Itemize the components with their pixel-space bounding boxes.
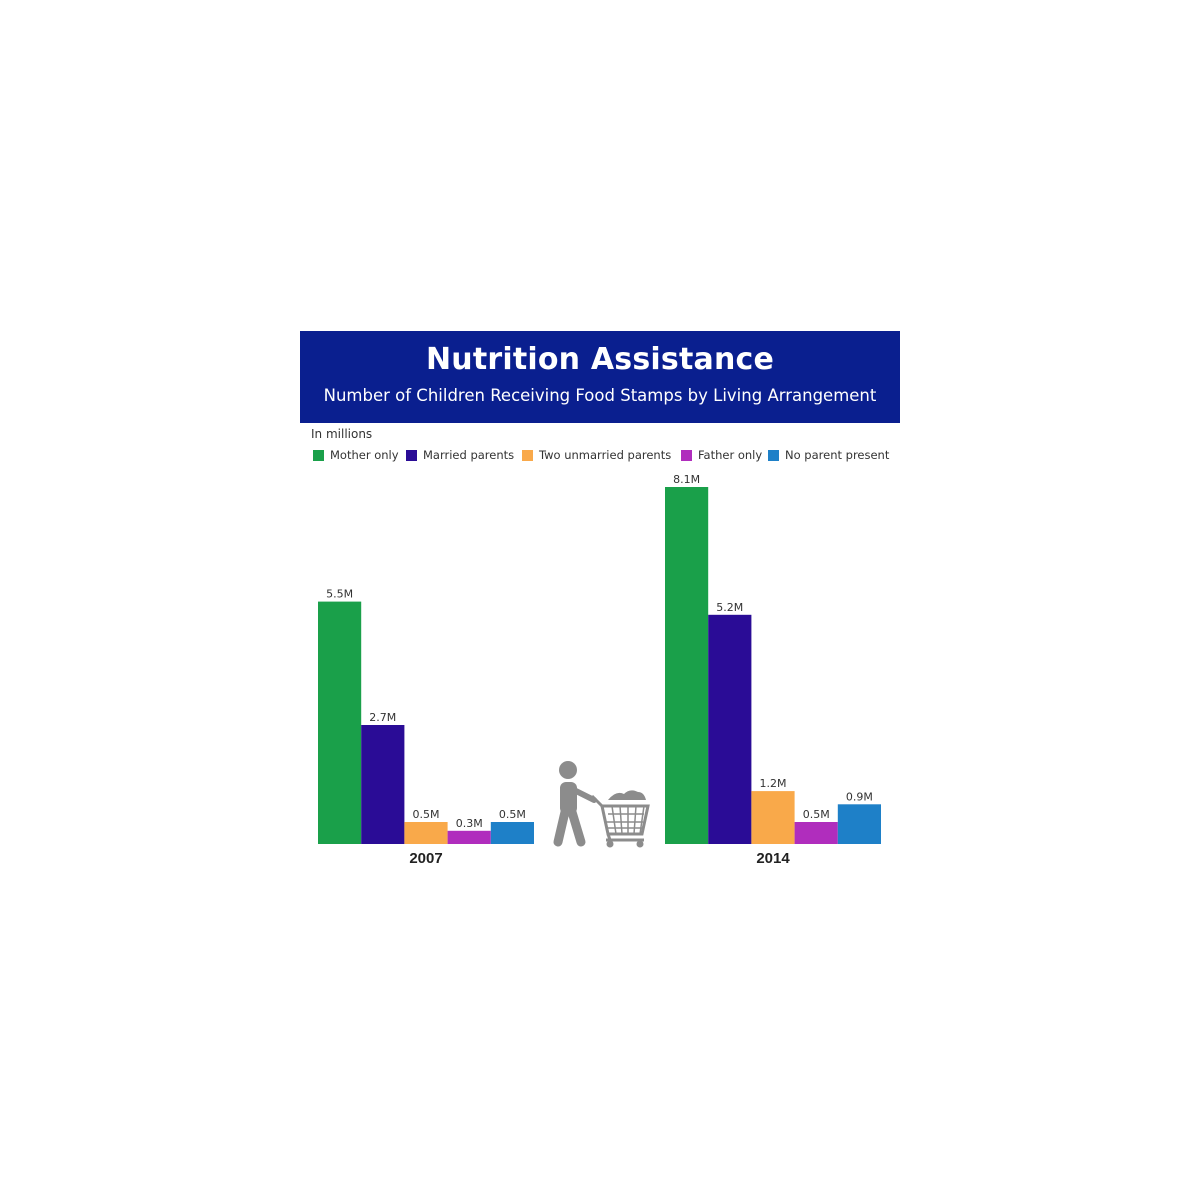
category-label-2014: 2014 <box>756 850 790 867</box>
bar-2014-father-only <box>794 822 838 844</box>
bar-2007-two-unmarried-parents <box>404 822 448 844</box>
category-label-2007: 2007 <box>409 850 442 867</box>
data-label: 5.2M <box>716 601 743 614</box>
data-label: 0.9M <box>846 790 873 803</box>
data-label: 2.7M <box>369 711 396 724</box>
legend-swatch <box>681 449 692 461</box>
bar-2014-two-unmarried-parents <box>751 791 795 844</box>
bar-2007-mother-only <box>318 601 362 844</box>
bar-2014-mother-only <box>665 487 709 844</box>
legend-item-mother-only: Mother only <box>313 448 399 462</box>
legend-label: Mother only <box>330 448 399 462</box>
legend-swatch <box>313 449 324 461</box>
legend-label: Married parents <box>423 448 515 462</box>
bar-2007-no-parent-present <box>490 822 534 844</box>
legend-item-two-unmarried-parents: Two unmarried parents <box>522 448 671 462</box>
legend-label: Two unmarried parents <box>539 448 672 462</box>
chart-title: Nutrition Assistance <box>425 342 775 377</box>
legend-item-father-only: Father only <box>681 448 762 462</box>
legend-swatch <box>522 449 533 461</box>
data-label: 0.5M <box>499 808 526 821</box>
legend-swatch <box>768 449 779 461</box>
legend-item-married-parents: Married parents <box>406 448 514 462</box>
legend: Mother only Married parents Two unmarrie… <box>313 448 903 464</box>
data-label: 5.5M <box>326 588 353 601</box>
legend-item-no-parent-present: No parent present <box>768 448 889 462</box>
legend-label: Father only <box>698 448 763 462</box>
legend-label: No parent present <box>785 448 890 462</box>
chart-subtitle: Number of Children Receiving Food Stamps… <box>323 386 877 405</box>
bar-2014-no-parent-present <box>837 804 881 844</box>
data-label: 1.2M <box>760 777 787 790</box>
data-label: 0.5M <box>413 808 440 821</box>
bar-2014-married-parents <box>708 614 752 844</box>
data-label: 8.1M <box>673 473 700 486</box>
legend-swatch <box>406 449 417 461</box>
chart-header: Nutrition Assistance Number of Children … <box>300 331 900 423</box>
data-label: 0.3M <box>456 817 483 830</box>
bar-2007-father-only <box>447 830 491 844</box>
data-label: 0.5M <box>803 808 830 821</box>
shopper-with-cart-icon <box>553 761 650 848</box>
bar-2007-married-parents <box>361 725 405 844</box>
units-note: In millions <box>311 427 373 441</box>
